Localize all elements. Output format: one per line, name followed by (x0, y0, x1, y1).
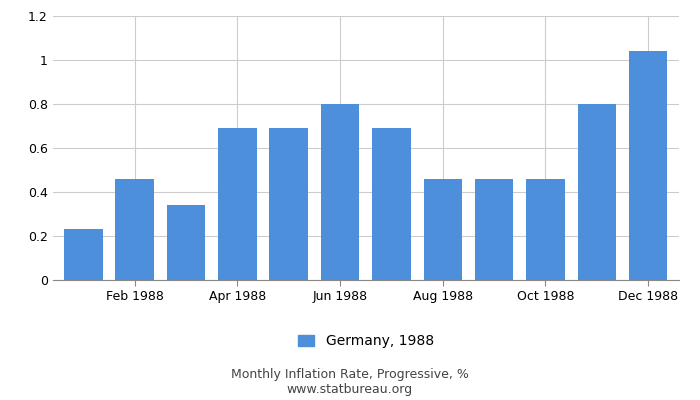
Bar (270, 128, 308, 280)
Bar (424, 179, 462, 280)
Text: Monthly Inflation Rate, Progressive, %: Monthly Inflation Rate, Progressive, % (231, 368, 469, 381)
Bar (167, 205, 205, 280)
Bar (578, 104, 616, 280)
Bar (116, 179, 154, 280)
Bar (526, 179, 565, 280)
Legend: Germany, 1988: Germany, 1988 (298, 334, 434, 348)
Bar (321, 104, 359, 280)
Text: www.statbureau.org: www.statbureau.org (287, 383, 413, 396)
Bar (629, 51, 667, 280)
Bar (64, 229, 103, 280)
Bar (475, 179, 513, 280)
Bar (218, 128, 257, 280)
Bar (372, 128, 411, 280)
